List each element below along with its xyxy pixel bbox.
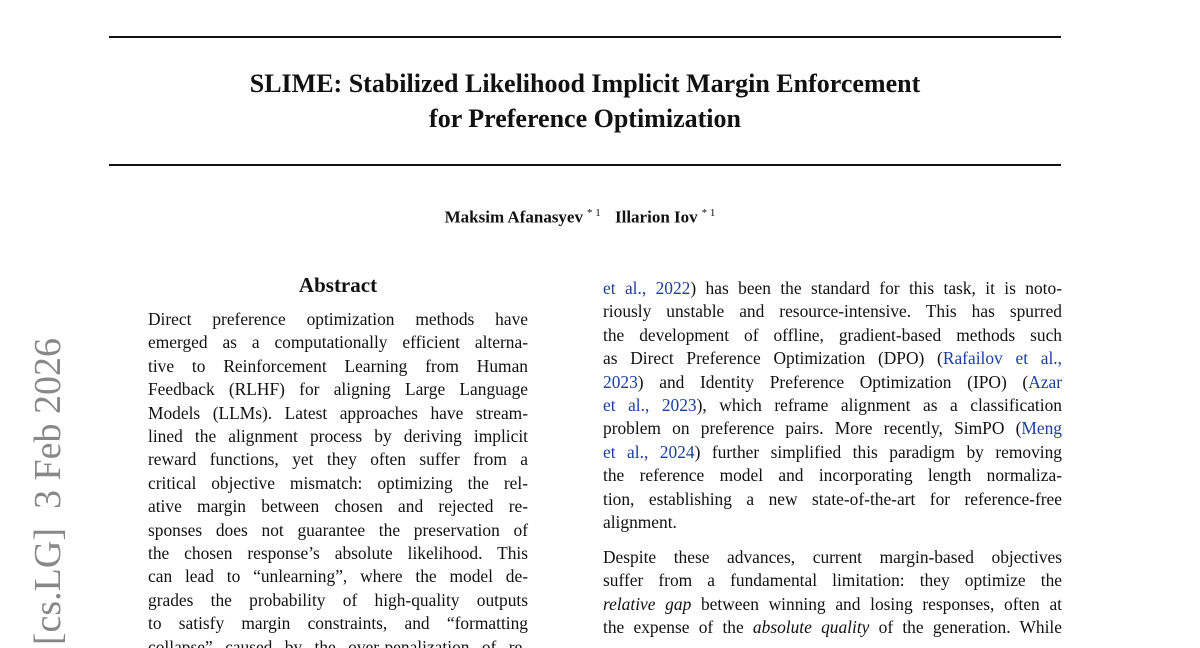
citation-link[interactable]: 2023	[603, 371, 638, 392]
text-line: critical objective mismatch: optimizing …	[148, 472, 528, 494]
text-run: reward functions, yet they often suffer …	[148, 449, 528, 470]
text-run: ) further simplified this paradigm by re…	[694, 441, 1062, 462]
text-line: Feedback (RLHF) for aligning Large Langu…	[148, 378, 528, 400]
text-line: tive to Reinforcement Learning from Huma…	[148, 355, 528, 377]
abstract-heading: Abstract	[298, 273, 378, 297]
emphasis: absolute quality	[752, 617, 870, 638]
emphasis: relative gap	[603, 593, 692, 614]
text-line: problem on preference pairs. More recent…	[603, 417, 1062, 439]
text-run: grades the probability of high-quality o…	[148, 589, 528, 610]
text-line: as Direct Preference Optimization (DPO) …	[603, 347, 1062, 369]
text-run: the development of offline, gradient-bas…	[603, 324, 1062, 345]
text-line: et al., 2022) has been the standard for …	[603, 277, 1062, 299]
citation-link[interactable]: Rafailov et al.,	[942, 348, 1062, 369]
text-run: between winning and losing responses, of…	[691, 593, 1063, 614]
text-run: tion, establishing a new state-of-the-ar…	[603, 488, 1062, 509]
author-name: Maksim Afanasyev	[444, 207, 583, 227]
author-name: Illarion Iov	[614, 207, 698, 227]
author-mark: * 1	[701, 207, 716, 219]
author-mark: * 1	[586, 207, 601, 219]
text-run: as Direct Preference Optimization (DPO) …	[603, 348, 943, 369]
text-line: Despite these advances, current margin-b…	[603, 546, 1062, 568]
text-line: Models (LLMs). Latest approaches have st…	[148, 402, 528, 424]
text-line: alignment.	[603, 511, 1062, 533]
top-rule	[109, 36, 1061, 38]
text-line: the chosen response’s absolute likelihoo…	[148, 542, 528, 564]
text-run: can lead to “unlearning”, where the mode…	[148, 566, 528, 587]
text-run: Feedback (RLHF) for aligning Large Langu…	[148, 379, 528, 400]
text-run: the expense of the	[603, 617, 753, 638]
text-run: the chosen response’s absolute likelihoo…	[148, 543, 528, 563]
title-line: SLIME: Stabilized Likelihood Implicit Ma…	[249, 69, 921, 98]
text-run: lined the alignment process by deriving …	[148, 426, 528, 446]
text-run: ) has been the standard for this task, i…	[690, 278, 1062, 298]
text-line: relative gap between winning and losing …	[603, 593, 1062, 615]
text-line: reward functions, yet they often suffer …	[148, 448, 528, 470]
text-run: ), which reframe alignment as a classifi…	[696, 395, 1062, 415]
text-run: ative margin between chosen and rejected…	[148, 496, 528, 517]
text-run: Despite these advances, current margin-b…	[603, 547, 1062, 567]
text-run: tive to Reinforcement Learning from Huma…	[148, 355, 528, 376]
text-run: sponses does not guarantee the preservat…	[148, 519, 528, 540]
arxiv-stamp: [cs.LG] 3 Feb 2026	[27, 338, 69, 646]
text-line: can lead to “unlearning”, where the mode…	[148, 565, 528, 587]
text-line: the development of offline, gradient-bas…	[603, 324, 1062, 346]
text-line: 2023) and Identity Preference Optimizati…	[603, 371, 1062, 393]
text-run: Models (LLMs). Latest approaches have st…	[148, 402, 528, 423]
text-line: riously unstable and resource-intensive.…	[603, 300, 1062, 322]
text-run: the reference model and incorporating le…	[603, 465, 1062, 486]
text-line: et al., 2024) further simplified this pa…	[603, 441, 1062, 463]
text-line: tion, establishing a new state-of-the-ar…	[603, 488, 1062, 510]
text-run: Direct preference optimization methods h…	[148, 309, 528, 329]
title-line: for Preference Optimization	[429, 104, 741, 133]
text-line: emerged as a computationally efficient a…	[148, 331, 528, 353]
text-run: emerged as a computationally efficient a…	[148, 332, 528, 353]
text-line: sponses does not guarantee the preservat…	[148, 519, 528, 541]
text-line: collapse” caused by the over-penalizatio…	[148, 636, 528, 648]
text-line: grades the probability of high-quality o…	[148, 589, 528, 611]
text-line: Direct preference optimization methods h…	[148, 308, 528, 330]
text-line: the expense of the absolute quality of t…	[603, 616, 1062, 638]
citation-link[interactable]: Azar	[1028, 371, 1062, 392]
text-line: the reference model and incorporating le…	[603, 464, 1062, 486]
text-line: ative margin between chosen and rejected…	[148, 495, 528, 517]
text-run: ) and Identity Preference Optimization (…	[637, 371, 1029, 392]
text-line: suffer from a fundamental limitation: th…	[603, 569, 1062, 591]
text-run: riously unstable and resource-intensive.…	[603, 301, 1062, 322]
authors: Maksim Afanasyev * 1 Illarion Iov * 1	[0, 207, 1170, 228]
citation-link[interactable]: et al., 2024	[603, 441, 695, 462]
citation-link[interactable]: et al., 2022	[603, 278, 691, 298]
text-run: to satisfy margin constraints, and “form…	[148, 613, 528, 634]
text-line: et al., 2023), which reframe alignment a…	[603, 394, 1062, 416]
bottom-rule	[109, 164, 1061, 166]
text-run: suffer from a fundamental limitation: th…	[603, 570, 1062, 591]
text-run: critical objective mismatch: optimizing …	[148, 472, 528, 493]
text-line: lined the alignment process by deriving …	[148, 425, 528, 447]
text-line: to satisfy margin constraints, and “form…	[148, 612, 528, 634]
text-run: collapse” caused by the over-penalizatio…	[148, 636, 528, 648]
text-run: problem on preference pairs. More recent…	[603, 418, 1022, 439]
citation-link[interactable]: Meng	[1021, 418, 1062, 439]
citation-link[interactable]: et al., 2023	[603, 395, 697, 415]
text-run: alignment.	[603, 512, 677, 532]
text-run: of the generation. While	[869, 617, 1062, 638]
